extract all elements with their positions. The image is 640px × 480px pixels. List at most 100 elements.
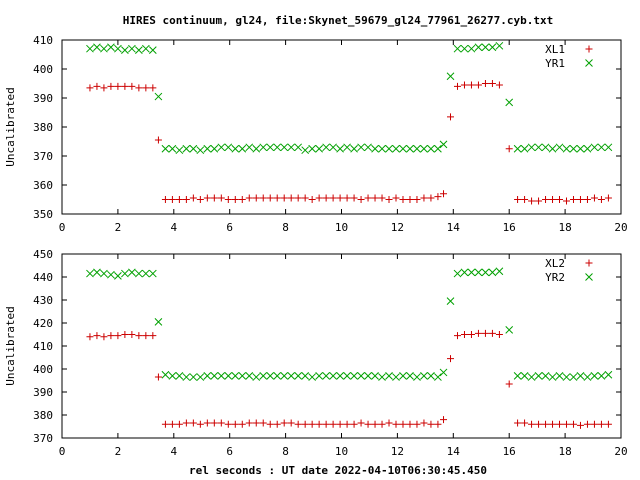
data-point [350,420,358,428]
data-point [467,331,475,338]
data-point [453,269,462,278]
data-point [541,143,550,152]
data-point [427,372,435,380]
data-point [413,420,421,428]
data-point [182,196,190,203]
legend-label: YR2 [545,271,565,284]
data-point [189,144,198,153]
legend-label: XL1 [545,43,565,56]
data-point [350,372,358,380]
data-point [196,420,204,428]
data-point [364,372,372,380]
data-point [420,419,428,427]
data-point [128,331,136,338]
series-YR1 [86,41,613,155]
series-XL2 [86,329,612,429]
data-point [114,271,122,280]
data-point [121,82,129,90]
data-point [141,269,150,278]
data-point [481,80,489,87]
data-point [420,144,428,153]
data-point [453,332,461,340]
data-point [514,196,522,203]
x-tick-label: 10 [335,445,348,458]
data-point [259,419,267,427]
data-point [294,143,303,152]
data-point [245,143,254,152]
data-point [576,196,584,203]
chart-title: HIRES continuum, gl24, file:Skynet_59679… [123,14,553,27]
data-point [505,98,514,107]
data-point [154,373,162,381]
data-point [100,269,108,278]
data-point [514,419,522,427]
data-point [549,196,557,203]
data-point [196,196,204,203]
x-tick-label: 2 [115,445,122,458]
data-point [287,194,295,202]
data-point [604,194,612,202]
y-tick-label: 390 [33,92,53,105]
y-tick-label: 380 [33,121,53,134]
data-point [203,419,211,427]
y-tick-label: 350 [33,208,53,221]
data-point [100,333,108,341]
data-point [371,144,379,153]
data-point [427,144,435,153]
data-point [287,372,296,380]
data-point [175,196,183,203]
data-point [161,420,169,428]
plot-frame [61,253,622,439]
data-point [413,196,421,203]
data-point [231,420,239,428]
x-tick-label: 20 [614,221,627,234]
data-point [210,372,219,380]
legend-marker [585,273,593,281]
data-point [447,355,455,363]
data-point [107,270,115,279]
data-point [224,196,232,203]
data-point [114,44,122,53]
data-point [266,194,274,202]
data-point [467,44,476,53]
data-point [399,420,407,428]
x-tick-label: 14 [447,445,461,458]
data-point [322,143,330,152]
data-point [439,368,448,377]
data-point [252,144,261,153]
data-point [520,144,529,153]
data-point [583,196,591,203]
data-point [406,196,414,203]
data-point [259,372,268,380]
data-point [322,372,330,380]
data-point [322,420,330,428]
data-point [135,84,143,92]
data-point [322,194,330,202]
data-point [196,373,205,381]
x-tick-label: 18 [558,445,571,458]
data-point [420,372,428,380]
x-tick-label: 6 [226,445,233,458]
data-point [100,44,108,53]
data-point [474,268,483,277]
data-point [413,373,421,381]
data-point [182,419,190,427]
data-point [203,194,211,202]
data-point [217,194,225,202]
y-tick-label: 410 [33,34,53,47]
data-point [406,144,414,153]
data-point [217,419,225,427]
y-tick-label: 400 [33,363,53,376]
legend-label: XL2 [545,257,565,270]
data-point [495,81,503,89]
data-point [439,140,448,149]
data-point [385,144,393,153]
data-point [392,194,400,202]
data-point [189,194,197,202]
data-point [238,420,246,428]
upper-panel: 0 2 4 6 8 10 12 14 16 18 20 350 360 370 380 390 400 410 Un… [4,34,628,234]
data-point [521,196,529,203]
data-point [474,329,482,337]
data-point [350,194,358,202]
